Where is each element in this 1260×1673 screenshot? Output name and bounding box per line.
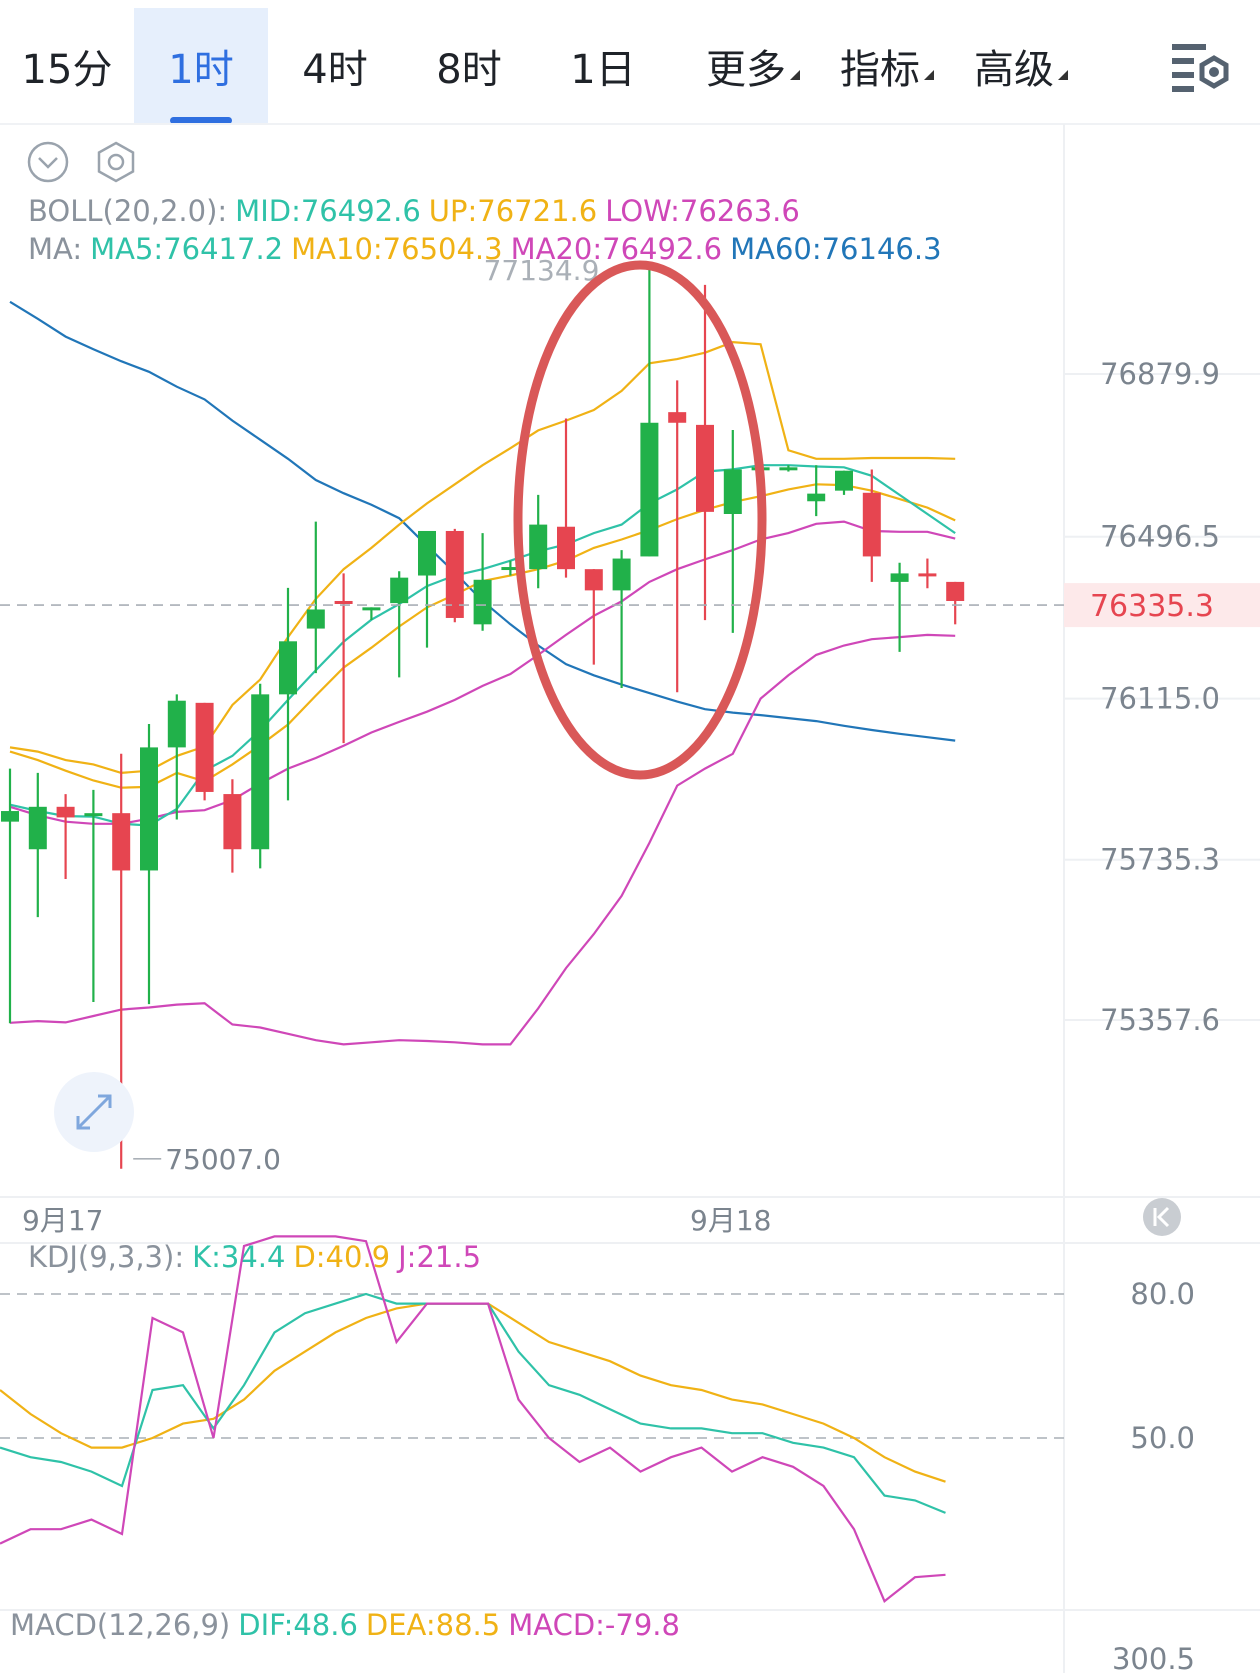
macd-legend: MACD(12,26,9) DIF:48.6 DEA:88.5 MACD:-79.8 [10, 1608, 688, 1642]
date-axis-label: 9月18 [690, 1204, 771, 1237]
timeframe-tab-bar: 15分 1时 4时 8时 1日 更多 指标 高级 [0, 0, 1260, 124]
candle-body [501, 567, 520, 571]
candle-body [529, 524, 548, 570]
candle-body [584, 569, 603, 591]
candle-body [862, 492, 881, 557]
candle-body [779, 467, 798, 471]
ma-legend: MA: MA5:76417.2 MA10:76504.3 MA20:76492.6 MA… [28, 232, 950, 266]
candle-body [473, 579, 492, 625]
boll-up-line [9, 340, 956, 775]
kdj-k-value: K:34.4 [192, 1240, 286, 1274]
ma10-value: MA10:76504.3 [291, 232, 503, 266]
candle-body [334, 600, 353, 604]
candle-body [195, 702, 214, 792]
ma60-value: MA60:76146.3 [730, 232, 942, 266]
active-tab-indicator [170, 117, 232, 124]
boll-low-line [9, 633, 956, 1046]
expand-arrows-icon[interactable] [54, 1072, 134, 1152]
kdj-legend: KDJ(9,3,3): K:34.4 D:40.9 J:21.5 [28, 1240, 489, 1274]
dropdown-triangle-icon [790, 70, 800, 80]
current-price-tag [1064, 583, 1260, 628]
candle-body [918, 573, 937, 577]
candle-body [56, 806, 75, 818]
candle-body [807, 493, 826, 502]
chart-settings-icon[interactable] [1170, 40, 1234, 96]
candle-body [946, 581, 965, 601]
candle-body [140, 747, 158, 871]
boll-mid-value: MID:76492.6 [235, 194, 421, 228]
macd-legend-prefix: MACD(12,26,9) [10, 1608, 231, 1642]
candle-body [112, 813, 131, 871]
candle-body [279, 641, 297, 695]
candle-body [390, 577, 409, 604]
price-tick-label: 76879.9 [1100, 357, 1220, 391]
collapse-circle-icon[interactable] [26, 140, 70, 184]
kdj-legend-prefix: KDJ(9,3,3): [28, 1240, 185, 1274]
skip-icon-bg [1143, 1198, 1181, 1236]
tab-indicators-dropdown[interactable]: 指标 [824, 8, 936, 124]
candle-body [167, 700, 186, 748]
candle-body [84, 813, 103, 817]
kdj-tick-label: 80.0 [1130, 1277, 1195, 1311]
ma-legend-prefix: MA: [28, 232, 83, 266]
price-tick-label: 76496.5 [1100, 520, 1220, 554]
skip-to-latest-icon[interactable] [1143, 1198, 1181, 1236]
tab-1d[interactable]: 1日 [570, 47, 636, 93]
price-tick-label: 76115.0 [1100, 682, 1220, 716]
candle-body [418, 530, 436, 576]
tab-15min[interactable]: 15分 [21, 47, 113, 93]
candle-body [557, 526, 575, 570]
date-axis-label: 9月17 [22, 1204, 103, 1237]
ma20-value: MA20:76492.6 [510, 232, 723, 266]
candle-body [612, 558, 631, 591]
current-price-label: 76335.3 [1090, 589, 1214, 624]
candle-body [696, 424, 714, 512]
tab-4h[interactable]: 4时 [302, 47, 368, 93]
hexagon-settings-icon[interactable] [94, 140, 138, 184]
ma5-value: MA5:76417.2 [90, 232, 284, 266]
price-tick-label: 75357.6 [1100, 1003, 1220, 1037]
candle-body [362, 607, 381, 611]
candle-body [223, 794, 242, 850]
candle-body [835, 470, 853, 491]
skip-icon-glyph [1153, 1206, 1170, 1228]
candle-body [668, 412, 687, 423]
tab-1h[interactable]: 1时 [134, 8, 268, 124]
candle-body [1, 811, 19, 822]
tab-advanced-dropdown[interactable]: 高级 [958, 8, 1070, 124]
macd-dea-value: DEA:88.5 [365, 1608, 501, 1642]
dropdown-triangle-icon [924, 70, 934, 80]
ma60-line [9, 300, 956, 742]
kdj-j-value: J:21.5 [398, 1240, 482, 1274]
candle-body [640, 422, 659, 557]
boll-up-value: UP:76721.6 [428, 194, 598, 228]
annotation-ellipse [513, 260, 767, 780]
ma10-line [9, 483, 956, 789]
boll-legend: BOLL(20,2.0): MID:76492.6 UP:76721.6 LOW:76… [28, 194, 808, 228]
expand-arrow-path [76, 1094, 112, 1130]
macd-dif-value: DIF:48.6 [238, 1608, 358, 1642]
kdj-j-line [0, 1235, 946, 1603]
macd-tick-label: 300.5 [1112, 1642, 1195, 1673]
candle-body [723, 469, 742, 514]
tab-8h[interactable]: 8时 [436, 47, 502, 93]
candle-body [306, 609, 325, 629]
min-price-label: 75007.0 [165, 1143, 281, 1176]
price-tick-label: 75735.3 [1100, 843, 1220, 877]
dropdown-triangle-icon [1058, 70, 1068, 80]
candle-body [890, 573, 909, 582]
kdj-tick-label: 50.0 [1130, 1421, 1195, 1455]
candle-body [28, 806, 47, 850]
macd-hist-value: MACD:-79.8 [508, 1608, 680, 1642]
tab-more-dropdown[interactable]: 更多 [690, 8, 802, 124]
kdj-k-line [0, 1292, 946, 1514]
boll-legend-prefix: BOLL(20,2.0): [28, 194, 228, 228]
boll-low-value: LOW:76263.6 [605, 194, 800, 228]
candle-body [445, 530, 464, 618]
max-price-label: 77134.9 [484, 254, 600, 287]
candle-body [251, 694, 270, 850]
